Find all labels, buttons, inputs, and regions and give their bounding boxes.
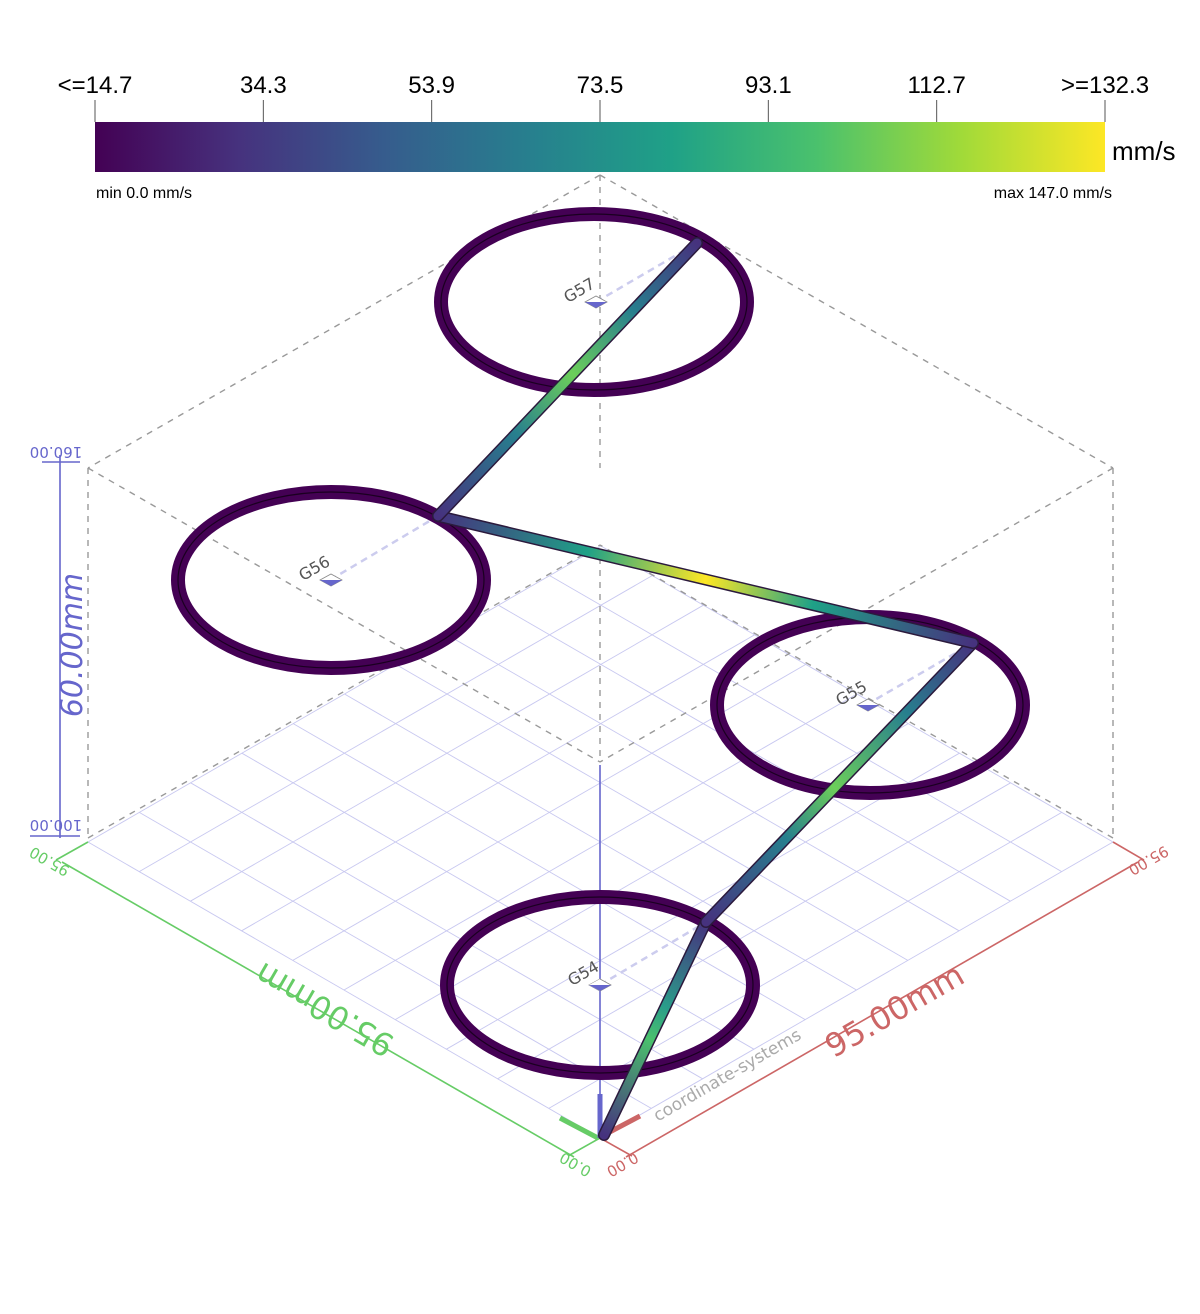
grid-line (395, 664, 909, 961)
colorbar-gradient-bar (95, 122, 1105, 172)
colorbar-ticks: <=14.7 34.3 53.9 73.5 93.1 112.7 >=132.3 (58, 72, 1149, 122)
dimension-z-label: 60.00mm (55, 573, 90, 717)
colorbar-tick-label: 112.7 (908, 72, 966, 99)
wcs-g56[interactable]: G56 (295, 552, 343, 587)
circle-path-g54 (440, 890, 760, 1080)
wcs-origin-icon (588, 978, 612, 992)
circle-path-g56 (171, 485, 491, 675)
circle-path-g57 (434, 207, 754, 397)
move-segment-2 (701, 638, 978, 927)
colorbar-tick-label: 73.5 (577, 72, 624, 99)
colorbar-unit: mm/s (1112, 136, 1176, 166)
wcs-g54[interactable]: G54 (564, 957, 612, 992)
move-segment-3 (433, 511, 978, 648)
wcs-origin-icon (584, 295, 608, 309)
grid-line (600, 545, 1114, 843)
grid-line (446, 634, 960, 932)
grid-line (498, 604, 1011, 902)
wcs-g57[interactable]: G57 (560, 274, 608, 309)
grid-line (138, 575, 653, 872)
dimension-x-end: 95.00 (1125, 842, 1171, 879)
dimension-y-end: 95.00 (26, 843, 72, 880)
move-segment-1 (599, 917, 711, 1140)
wcs-origin-icon (319, 573, 343, 587)
colorbar-max-label: max 147.0 mm/s (994, 185, 1112, 202)
dimension-z-end: 160.00 (30, 443, 83, 461)
grid-line (549, 575, 1062, 872)
linear-toolpaths (432, 237, 979, 1141)
dimension-x-start: 0.00 (604, 1148, 642, 1180)
dimension-y (55, 841, 601, 1158)
colorbar-tick-label: >=132.3 (1061, 72, 1149, 99)
dimension-x-label: 95.00mm (818, 956, 970, 1066)
grid-line (241, 634, 755, 932)
dimension-z-start: 100.00 (30, 816, 83, 834)
grid-line (190, 604, 704, 902)
colorbar-tick-label: 93.1 (745, 72, 792, 99)
colorbar-tick-label: <=14.7 (58, 72, 133, 99)
grid-line (87, 545, 602, 843)
wcs-origin-icon (856, 698, 880, 712)
dimension-y-start: 0.00 (557, 1148, 595, 1180)
move-segment-4 (433, 238, 702, 521)
colorbar-tick-label: 34.3 (240, 72, 287, 99)
colorbar: <=14.7 34.3 53.9 73.5 93.1 112.7 >=132.3 mm/s … (58, 72, 1176, 202)
colorbar-min-label: min 0.0 mm/s (96, 185, 192, 202)
colorbar-tick-label: 53.9 (408, 72, 455, 99)
